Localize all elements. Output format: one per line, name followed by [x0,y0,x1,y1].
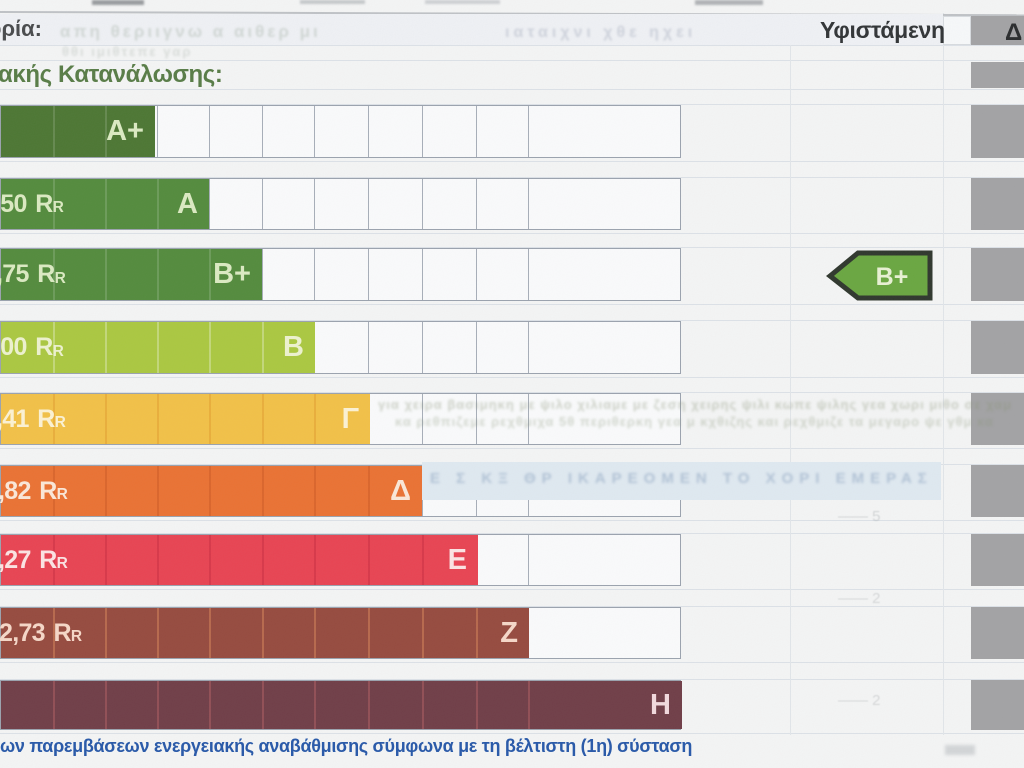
svg-text:B+: B+ [876,263,909,291]
